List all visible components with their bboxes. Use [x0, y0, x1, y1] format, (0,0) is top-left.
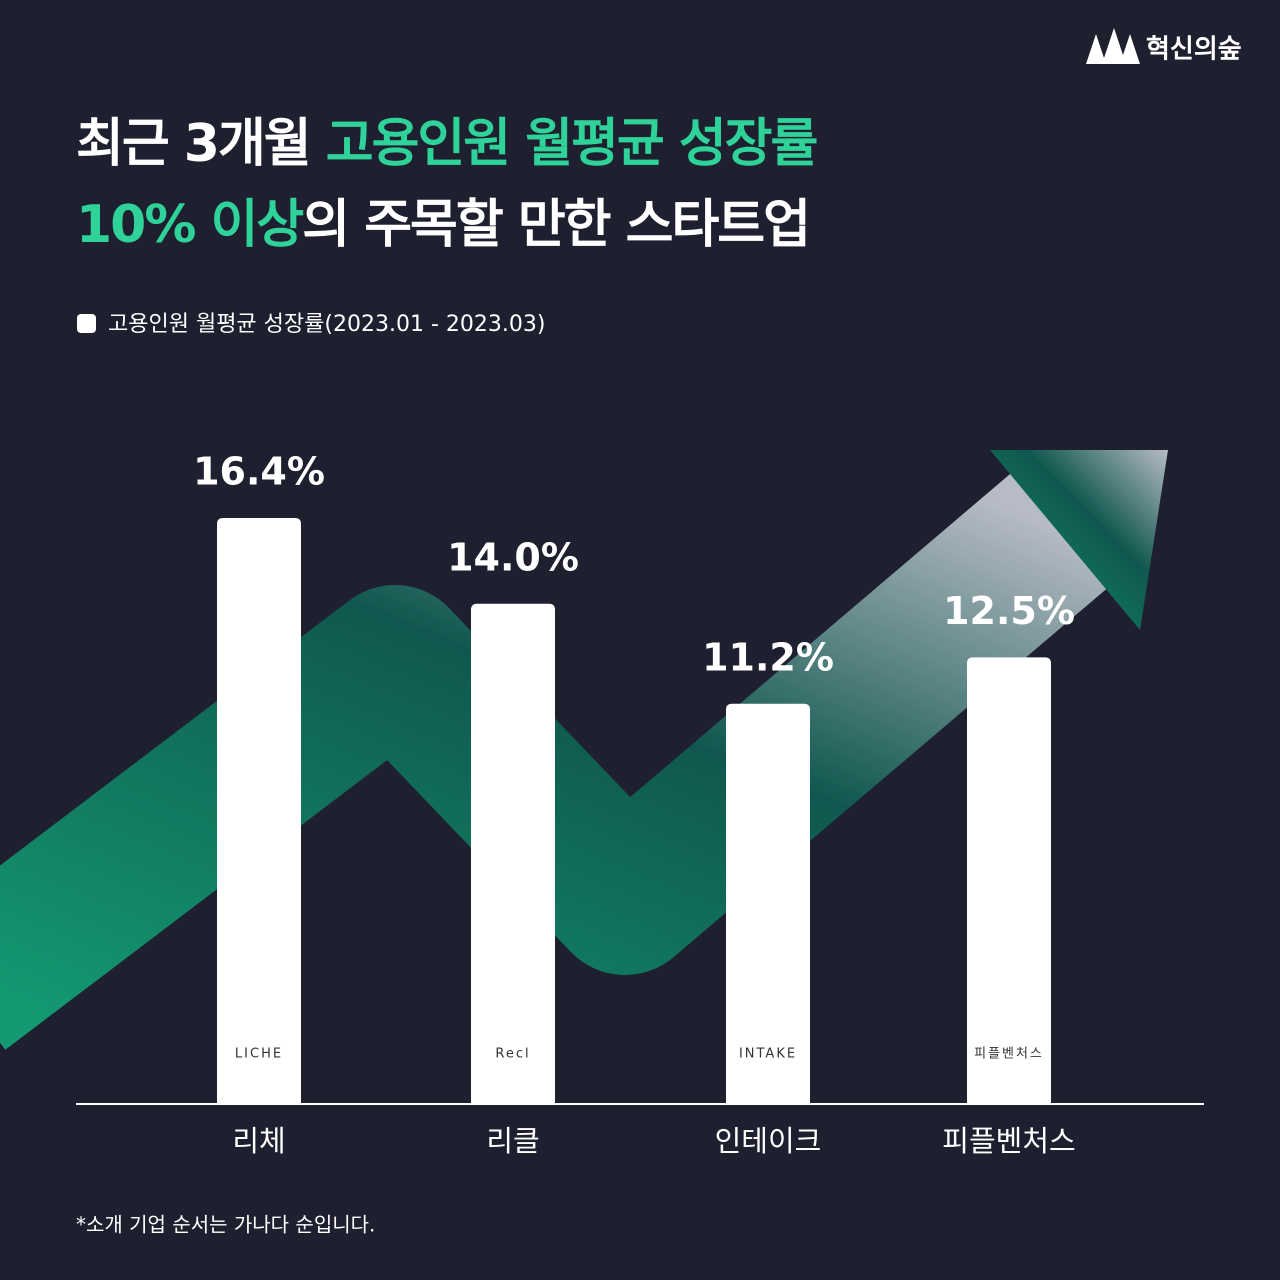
- brand: 혁신의숲: [1086, 28, 1242, 65]
- title-part: 최근 3개월: [76, 114, 326, 174]
- title-part: 의 주목할 만한 스타트업: [302, 195, 809, 255]
- bar: [217, 518, 301, 1104]
- bar: [471, 603, 555, 1104]
- company-logo: INTAKE: [739, 1047, 797, 1062]
- value-label: 11.2%: [702, 635, 834, 679]
- title-highlight: 고용인원 월평균 성장률: [326, 114, 817, 174]
- x-tick-label: 인테이크: [715, 1124, 822, 1158]
- footnote: *소개 기업 순서는 가나다 순입니다.: [76, 1213, 375, 1237]
- company-logo: 피플벤처스: [974, 1047, 1044, 1062]
- brand-name: 혁신의숲: [1146, 35, 1242, 65]
- x-tick-label: 리클: [486, 1124, 539, 1158]
- value-label: 12.5%: [943, 589, 1075, 633]
- title-line: 10% 이상의 주목할 만한 스타트업: [76, 195, 809, 255]
- title-line: 최근 3개월 고용인원 월평균 성장률: [76, 114, 817, 174]
- value-label: 16.4%: [193, 450, 325, 494]
- company-logo: Recl: [495, 1047, 530, 1062]
- legend-swatch: [77, 314, 96, 333]
- x-tick-label: 피플벤처스: [942, 1124, 1075, 1158]
- x-tick-label: 리체: [232, 1124, 285, 1158]
- title-highlight: 10% 이상: [76, 195, 303, 255]
- bar: [967, 657, 1051, 1104]
- value-label: 14.0%: [447, 535, 579, 579]
- legend-label: 고용인원 월평균 성장률(2023.01 - 2023.03): [108, 312, 545, 337]
- company-logo: LICHE: [235, 1047, 283, 1062]
- bar: [726, 703, 810, 1104]
